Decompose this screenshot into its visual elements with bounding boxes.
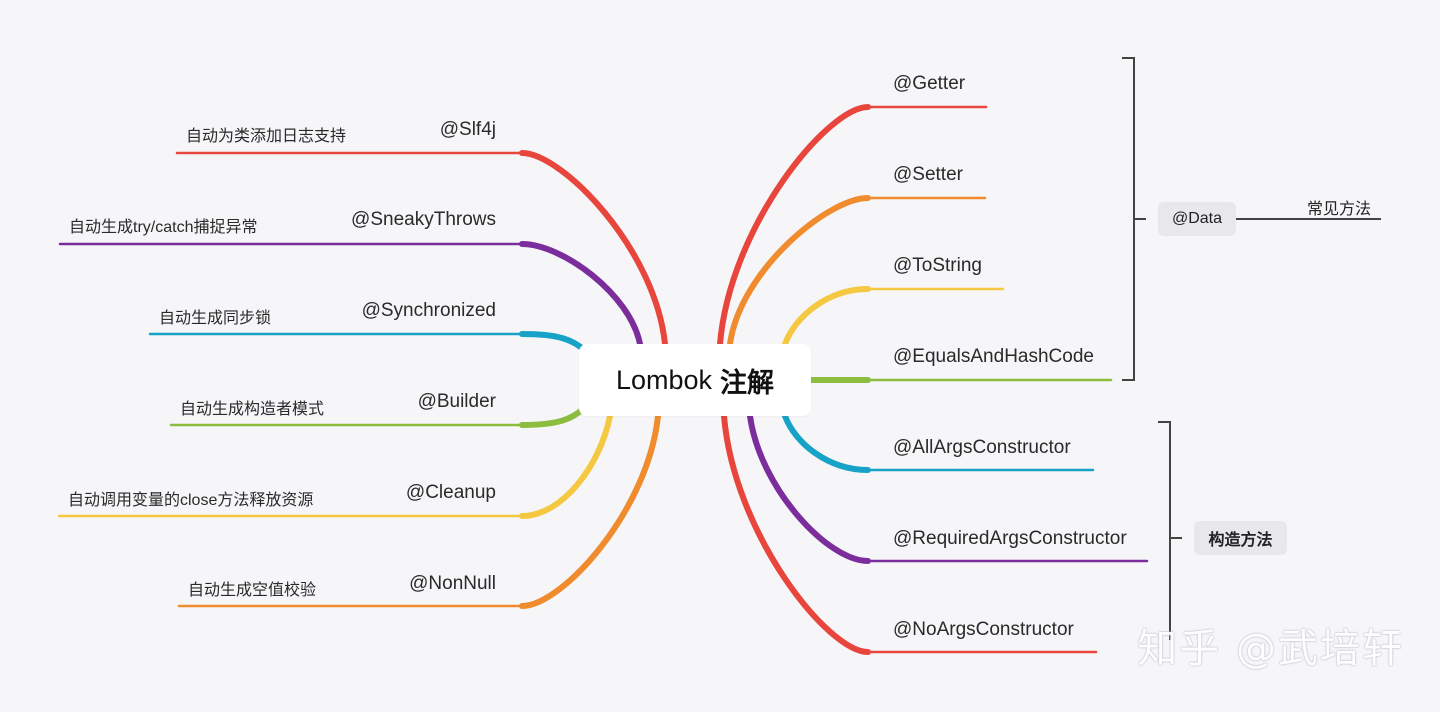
annotation-noargsconstructor[interactable]: @NoArgsConstructor: [893, 619, 1074, 640]
annotation-slf4j[interactable]: @Slf4j: [439, 119, 496, 140]
branch-lines: [57, 104, 1149, 655]
branch-curve-left-1: [519, 241, 643, 347]
annotation-builder[interactable]: @Builder: [417, 391, 496, 412]
annotation-equalsandhashcode[interactable]: @EqualsAndHashCode: [893, 346, 1094, 367]
annotation-nonnull[interactable]: @NonNull: [409, 573, 496, 594]
root-topic-label: Lombok: [615, 364, 713, 395]
annotation-allargsconstructor[interactable]: @AllArgsConstructor: [893, 437, 1071, 458]
branch-curve-left-0: [519, 150, 668, 347]
annotation-cleanup[interactable]: @Cleanup: [405, 482, 496, 503]
constructor-group-bracket: [1158, 421, 1182, 640]
description-sneakythrows: 自动生成try/catch捕捉异常: [69, 219, 258, 236]
branch-curve-right-6: [721, 413, 871, 655]
branch-curve-left-4: [519, 413, 613, 519]
description-nonnull: 自动生成空值校验: [188, 582, 317, 599]
annotation-setter[interactable]: @Setter: [893, 164, 963, 185]
branch-curve-right-1: [727, 195, 871, 347]
data-group-bracket: [1122, 57, 1146, 381]
description-builder: 自动生成构造者模式: [180, 401, 325, 418]
branch-curve-left-3: [519, 407, 585, 428]
branch-curve-right-2: [782, 286, 871, 347]
data-group-note: 常见方法: [1307, 201, 1372, 218]
branch-curve-left-5: [519, 413, 661, 609]
annotation-sneakythrows[interactable]: @SneakyThrows: [351, 209, 496, 230]
description-synchronized: 自动生成同步锁: [159, 310, 272, 327]
annotation-getter[interactable]: @Getter: [893, 73, 966, 94]
branch-curve-right-0: [717, 104, 871, 347]
annotation-tostring[interactable]: @ToString: [893, 255, 982, 276]
data-group-label[interactable]: @Data: [1158, 202, 1236, 236]
description-cleanup: 自动调用变量的close方法释放资源: [68, 492, 314, 509]
branch-curve-right-4: [782, 413, 871, 473]
branch-curve-right-5: [747, 413, 871, 564]
annotation-requiredargsconstructor[interactable]: @RequiredArgsConstructor: [893, 528, 1127, 549]
constructor-group-label[interactable]: 构造方法: [1194, 521, 1287, 555]
root-topic-label-strong: 注解: [720, 367, 775, 398]
root-topic[interactable]: Lombok 注解: [579, 344, 811, 416]
description-slf4j: 自动为类添加日志支持: [186, 128, 347, 145]
branch-curve-left-2: [519, 331, 585, 351]
watermark: 知乎 @武培轩: [1137, 626, 1404, 672]
annotation-synchronized[interactable]: @Synchronized: [361, 300, 496, 321]
